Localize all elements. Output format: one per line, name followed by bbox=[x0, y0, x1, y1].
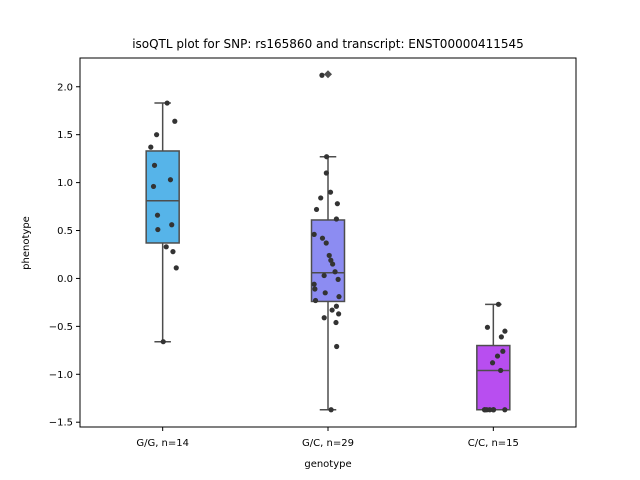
group-2-point-2 bbox=[323, 154, 330, 160]
group-2-point-12 bbox=[326, 252, 332, 259]
group-2-point-7 bbox=[313, 206, 320, 213]
group-3-point-14 bbox=[490, 407, 497, 413]
group-1-point-7 bbox=[150, 183, 157, 190]
plot-area bbox=[145, 70, 511, 413]
group-1-point-11 bbox=[163, 244, 169, 250]
group-2-point-4 bbox=[327, 189, 334, 195]
group-3-point-3 bbox=[502, 328, 508, 334]
group-3-point-5 bbox=[500, 348, 506, 354]
group-2-point-18 bbox=[311, 281, 317, 287]
group-1-box bbox=[145, 150, 180, 244]
group-1-point-10 bbox=[155, 226, 161, 233]
group-2-point-28 bbox=[334, 343, 340, 350]
y-tick-label-3: −0.5 bbox=[49, 322, 73, 333]
group-2-point-8 bbox=[333, 216, 340, 222]
group-2-point-17 bbox=[335, 276, 341, 282]
y-tick-label-1: −1.5 bbox=[49, 418, 73, 429]
x-tick-label-2: G/C, n=29 bbox=[302, 438, 354, 449]
group-3-point-4 bbox=[498, 334, 504, 340]
group-2-point-1 bbox=[319, 72, 325, 78]
y-tick-label-2: −1.0 bbox=[49, 370, 73, 381]
group-1-point-4 bbox=[148, 144, 154, 150]
group-1-point-12 bbox=[170, 249, 176, 255]
y-tick-label-5: 0.5 bbox=[57, 226, 73, 237]
group-2-point-24 bbox=[329, 307, 335, 313]
y-tick-label-8: 2.0 bbox=[57, 82, 73, 93]
group-2-point-14 bbox=[330, 261, 336, 267]
group-2-point-21 bbox=[336, 294, 342, 300]
group-1-point-2 bbox=[172, 118, 178, 124]
group-2-point-23 bbox=[333, 303, 340, 309]
group-3-point-12 bbox=[482, 407, 488, 413]
group-2-point-22 bbox=[312, 297, 319, 304]
group-1-point-5 bbox=[151, 162, 158, 168]
y-tick-label-6: 1.0 bbox=[57, 178, 73, 189]
group-2-point-11 bbox=[323, 240, 329, 246]
group-2-point-27 bbox=[333, 319, 339, 326]
group-2-point-19 bbox=[312, 286, 318, 292]
axes: G/G, n=14 G/C, n=29 C/C, n=15 −1.5 −1.0 −0.5 0… bbox=[49, 82, 519, 449]
group-2-outlier-1 bbox=[324, 70, 332, 79]
group-2-point-9 bbox=[311, 231, 317, 237]
group-3-point-7 bbox=[489, 360, 496, 366]
chart-title: isoQTL plot for SNP: rs165860 and transc… bbox=[132, 37, 524, 51]
x-tick-label-1: G/G, n=14 bbox=[136, 438, 189, 449]
x-axis-title: genotype bbox=[304, 459, 351, 470]
group-2-point-20 bbox=[322, 290, 328, 296]
group-2-point-25 bbox=[336, 311, 342, 317]
group-2-point-5 bbox=[318, 195, 324, 201]
group-2-point-3 bbox=[323, 170, 329, 176]
group-2-point-10 bbox=[319, 235, 326, 241]
group-3-point-8 bbox=[498, 367, 504, 374]
y-tick-label-7: 1.5 bbox=[57, 130, 73, 141]
group-3-point-2 bbox=[484, 324, 491, 330]
group-1-point-6 bbox=[167, 177, 174, 183]
group-2-point-29 bbox=[328, 407, 334, 413]
group-2-point-26 bbox=[321, 315, 327, 321]
group-2-point-15 bbox=[332, 269, 338, 275]
group-1-point-9 bbox=[169, 222, 175, 228]
x-tick-label-3: C/C, n=15 bbox=[468, 438, 519, 449]
group-1-point-3 bbox=[153, 132, 160, 138]
group-3-point-6 bbox=[494, 353, 501, 359]
group-3-point-1 bbox=[495, 301, 502, 307]
group-1-point-14 bbox=[160, 339, 166, 345]
group-2-point-6 bbox=[334, 201, 340, 207]
y-axis-title: phenotype bbox=[21, 216, 32, 270]
group-3-point-13 bbox=[487, 407, 493, 413]
group-1-point-13 bbox=[173, 265, 179, 271]
group-2-point-16 bbox=[321, 272, 327, 279]
group-3-point-15 bbox=[502, 407, 508, 413]
group-1-point-8 bbox=[154, 212, 161, 218]
group-3-box bbox=[476, 344, 511, 411]
y-tick-label-4: 0.0 bbox=[57, 274, 73, 285]
group-1-point-1 bbox=[164, 100, 170, 106]
